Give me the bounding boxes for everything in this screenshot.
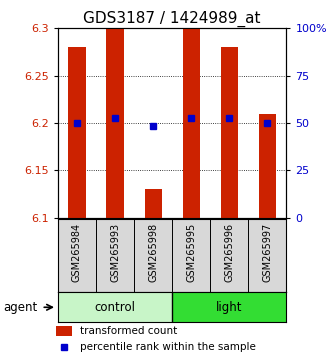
Text: percentile rank within the sample: percentile rank within the sample xyxy=(79,342,256,352)
Bar xyxy=(145,189,162,218)
Text: GSM265996: GSM265996 xyxy=(224,222,234,281)
Title: GDS3187 / 1424989_at: GDS3187 / 1424989_at xyxy=(83,11,261,27)
Text: transformed count: transformed count xyxy=(79,326,177,336)
Text: agent: agent xyxy=(3,301,37,314)
Bar xyxy=(221,47,238,218)
Bar xyxy=(69,47,85,218)
Text: GSM265998: GSM265998 xyxy=(148,222,158,281)
Text: GSM265984: GSM265984 xyxy=(72,222,82,281)
Text: light: light xyxy=(216,301,243,314)
Text: GSM265997: GSM265997 xyxy=(262,222,272,282)
Text: GSM265995: GSM265995 xyxy=(186,222,196,282)
Bar xyxy=(259,114,276,218)
Text: control: control xyxy=(95,301,135,314)
Bar xyxy=(172,292,286,322)
Bar xyxy=(56,326,72,336)
Bar xyxy=(183,28,200,218)
Bar xyxy=(107,28,123,218)
Text: GSM265993: GSM265993 xyxy=(110,222,120,281)
Bar xyxy=(58,292,172,322)
